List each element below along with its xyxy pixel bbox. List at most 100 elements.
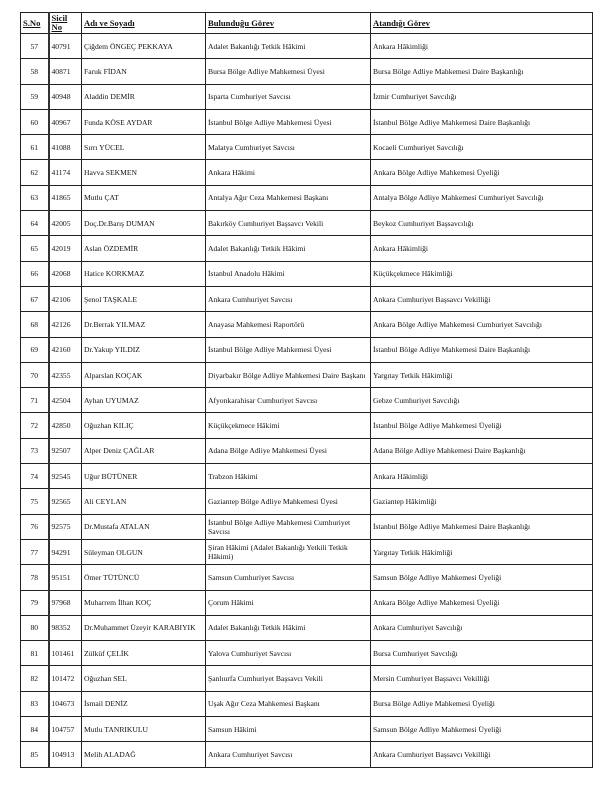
cell-current-post: İstanbul Anadolu Hâkimi bbox=[205, 260, 371, 287]
cell-name: Zülküf ÇELİK bbox=[81, 640, 206, 667]
cell-sicil-no: 42504 bbox=[47, 387, 82, 414]
cell-name: Süleyman OLGUN bbox=[81, 538, 206, 566]
table-row: 82 101472 Oğuzhan SEL Şanlıurfa Cumhuriyet … bbox=[20, 665, 593, 692]
cell-sno: 74 bbox=[20, 463, 49, 490]
cell-name: Aladdin DEMİR bbox=[81, 83, 206, 110]
cell-assigned-post: Ankara Hâkimliği bbox=[370, 463, 593, 490]
cell-sicil-no: 92575 bbox=[47, 513, 82, 540]
table-row: 75 92565 Ali CEYLAN Gaziantep Bölge Adliye … bbox=[20, 488, 593, 515]
cell-name: Çiğdem ÖNGEÇ PEKKAYA bbox=[81, 32, 206, 60]
cell-sicil-no: 92507 bbox=[47, 437, 82, 465]
cell-name: Doç.Dr.Barış DUMAN bbox=[81, 210, 206, 237]
cell-sicil-no: 104673 bbox=[47, 690, 82, 718]
cell-sno: 72 bbox=[20, 412, 49, 439]
cell-current-post: Yalova Cumhuriyet Savcısı bbox=[205, 640, 371, 667]
cell-name: Dr.Yakup YILDIZ bbox=[81, 336, 206, 363]
cell-sno: 76 bbox=[20, 513, 49, 540]
cell-assigned-post: Antalya Bölge Adliye Mahkemesi Cumhuriye… bbox=[370, 184, 593, 212]
cell-sicil-no: 101472 bbox=[47, 665, 82, 692]
cell-sno: 79 bbox=[20, 589, 49, 616]
table-row: 76 92575 Dr.Mustafa ATALAN İstanbul Bölge A… bbox=[20, 513, 593, 540]
cell-assigned-post: Ankara Cumhuriyet Başsavcı Vekilliği bbox=[370, 741, 593, 768]
cell-current-post: Çorum Hâkimi bbox=[205, 589, 371, 616]
table-row: 62 41174 Havva SEKMEN Ankara Hâkimi Ankara B… bbox=[20, 159, 593, 186]
cell-name: Dr.Muhammet Üzeyir KARABIYIK bbox=[81, 614, 206, 642]
cell-sno: 62 bbox=[20, 159, 49, 186]
cell-sno: 61 bbox=[20, 134, 49, 161]
cell-name: Alper Deniz ÇAĞLAR bbox=[81, 437, 206, 465]
cell-assigned-post: İstanbul Bölge Adliye Mahkemesi Üyeliği bbox=[370, 412, 593, 439]
cell-current-post: İstanbul Bölge Adliye Mahkemesi Üyesi bbox=[205, 336, 371, 363]
header-name: Adı ve Soyadı bbox=[81, 12, 206, 34]
cell-sicil-no: 101461 bbox=[47, 640, 82, 667]
cell-sno: 73 bbox=[20, 437, 49, 465]
cell-sicil-no: 104913 bbox=[47, 741, 82, 768]
cell-name: Havva SEKMEN bbox=[81, 159, 206, 186]
cell-assigned-post: Gebze Cumhuriyet Savcılığı bbox=[370, 387, 593, 414]
cell-name: Aslan ÖZDEMİR bbox=[81, 235, 206, 262]
cell-sno: 71 bbox=[20, 387, 49, 414]
cell-sno: 84 bbox=[20, 716, 49, 743]
table-row: 65 42019 Aslan ÖZDEMİR Adalet Bakanlığı Tet… bbox=[20, 235, 593, 262]
cell-current-post: Şiran Hâkimi (Adalet Bakanlığı Yetkili T… bbox=[205, 538, 371, 566]
table-row: 84 104757 Mutlu TANRIKULU Samsun Hâkimi Sams… bbox=[20, 716, 593, 743]
table-row: 72 42850 Oğuzhan KILIÇ Küçükçekmece Hâkimi İ… bbox=[20, 412, 593, 439]
cell-sicil-no: 42126 bbox=[47, 311, 82, 338]
cell-sicil-no: 42019 bbox=[47, 235, 82, 262]
cell-sicil-no: 94291 bbox=[47, 538, 82, 566]
cell-sno: 65 bbox=[20, 235, 49, 262]
table-row: 78 95151 Ömer TÜTÜNCÜ Samsun Cumhuriyet Sav… bbox=[20, 564, 593, 591]
table-row: 66 42068 Hatice KORKMAZ İstanbul Anadolu Hâ… bbox=[20, 260, 593, 287]
table-row: 71 42504 Ayhan UYUMAZ Afyonkarahisar Cumhur… bbox=[20, 387, 593, 414]
cell-current-post: Anayasa Mahkemesi Raportörü bbox=[205, 311, 371, 338]
header-sicil-no: Sicil No bbox=[47, 12, 82, 34]
table-row: 63 41865 Mutlu ÇAT Antalya Ağır Ceza Mahkem… bbox=[20, 184, 593, 212]
cell-name: Hatice KORKMAZ bbox=[81, 260, 206, 287]
cell-sno: 83 bbox=[20, 690, 49, 718]
cell-sno: 57 bbox=[20, 32, 49, 60]
cell-sicil-no: 98352 bbox=[47, 614, 82, 642]
cell-assigned-post: Ankara Bölge Adliye Mahkemesi Üyeliği bbox=[370, 589, 593, 616]
cell-name: Sırrı YÜCEL bbox=[81, 134, 206, 161]
cell-sno: 77 bbox=[20, 538, 49, 566]
cell-current-post: Adalet Bakanlığı Tetkik Hâkimi bbox=[205, 32, 371, 60]
cell-assigned-post: Ankara Bölge Adliye Mahkemesi Cumhuriyet… bbox=[370, 311, 593, 338]
cell-sicil-no: 42355 bbox=[47, 361, 82, 389]
table-row: 69 42160 Dr.Yakup YILDIZ İstanbul Bölge Adl… bbox=[20, 336, 593, 363]
cell-assigned-post: Ankara Cumhuriyet Başsavcı Vekilliği bbox=[370, 285, 593, 313]
cell-assigned-post: Ankara Hâkimliği bbox=[370, 235, 593, 262]
cell-sno: 60 bbox=[20, 108, 49, 136]
table-row: 74 92545 Uğur BÜTÜNER Trabzon Hâkimi Ankara … bbox=[20, 463, 593, 490]
cell-assigned-post: Samsun Bölge Adliye Mahkemesi Üyeliği bbox=[370, 564, 593, 591]
header-assigned-post: Atandığı Görev bbox=[370, 12, 593, 34]
cell-assigned-post: Yargıtay Tetkik Hâkimliği bbox=[370, 361, 593, 389]
cell-current-post: Samsun Hâkimi bbox=[205, 716, 371, 743]
cell-current-post: İstanbul Bölge Adliye Mahkemesi Üyesi bbox=[205, 108, 371, 136]
cell-name: Muharrem İlhan KOÇ bbox=[81, 589, 206, 616]
cell-sno: 82 bbox=[20, 665, 49, 692]
cell-current-post: Malatya Cumhuriyet Savcısı bbox=[205, 134, 371, 161]
cell-assigned-post: Bursa Bölge Adliye Mahkemesi Üyeliği bbox=[370, 690, 593, 718]
table-row: 58 40871 Faruk FİDAN Bursa Bölge Adliye Mah… bbox=[20, 58, 593, 85]
cell-current-post: Gaziantep Bölge Adliye Mahkemesi Üyesi bbox=[205, 488, 371, 515]
cell-name: Ali CEYLAN bbox=[81, 488, 206, 515]
cell-sicil-no: 97968 bbox=[47, 589, 82, 616]
cell-assigned-post: İstanbul Bölge Adliye Mahkemesi Daire Ba… bbox=[370, 108, 593, 136]
cell-current-post: Adalet Bakanlığı Tetkik Hâkimi bbox=[205, 614, 371, 642]
table-row: 79 97968 Muharrem İlhan KOÇ Çorum Hâkimi Ank… bbox=[20, 589, 593, 616]
cell-current-post: Şanlıurfa Cumhuriyet Başsavcı Vekili bbox=[205, 665, 371, 692]
cell-sicil-no: 92545 bbox=[47, 463, 82, 490]
cell-name: Ömer TÜTÜNCÜ bbox=[81, 564, 206, 591]
cell-current-post: Bakırköy Cumhuriyet Başsavcı Vekili bbox=[205, 210, 371, 237]
cell-sno: 66 bbox=[20, 260, 49, 287]
table-row: 61 41088 Sırrı YÜCEL Malatya Cumhuriyet Sav… bbox=[20, 134, 593, 161]
table-row: 59 40948 Aladdin DEMİR Isparta Cumhuriyet S… bbox=[20, 83, 593, 110]
cell-sicil-no: 42106 bbox=[47, 285, 82, 313]
header-current-post: Bulunduğu Görev bbox=[205, 12, 371, 34]
cell-sicil-no: 95151 bbox=[47, 564, 82, 591]
table-row: 85 104913 Melih ALADAĞ Ankara Cumhuriyet Sa… bbox=[20, 741, 593, 768]
cell-sicil-no: 42068 bbox=[47, 260, 82, 287]
table-row: 67 42106 Şenol TAŞKALE Ankara Cumhuriyet Sa… bbox=[20, 285, 593, 313]
cell-current-post: Ankara Cumhuriyet Savcısı bbox=[205, 741, 371, 768]
cell-current-post: Ankara Hâkimi bbox=[205, 159, 371, 186]
